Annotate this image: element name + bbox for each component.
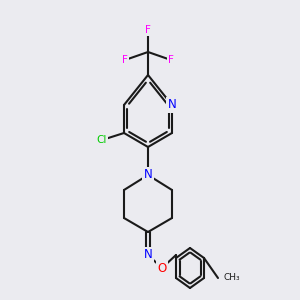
Text: F: F <box>122 55 128 65</box>
Text: Cl: Cl <box>97 135 107 145</box>
Text: N: N <box>168 98 176 112</box>
Text: N: N <box>144 248 152 262</box>
Text: F: F <box>145 25 151 35</box>
Text: F: F <box>168 55 174 65</box>
Text: CH₃: CH₃ <box>223 274 240 283</box>
Text: N: N <box>144 169 152 182</box>
Text: O: O <box>158 262 166 275</box>
